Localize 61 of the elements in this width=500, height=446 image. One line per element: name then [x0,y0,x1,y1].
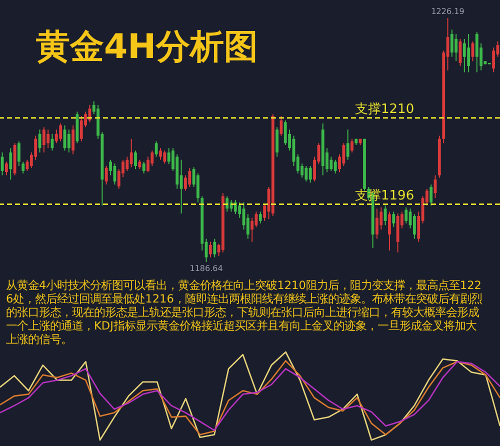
candlestick [412,214,416,240]
candlestick [54,129,58,144]
candlestick [196,172,200,203]
candlestick [350,138,354,153]
candlestick [454,33,458,62]
text: 从黄金4小时技术分析图可以看出，黄金价格在向上突破1210阻力后，阻力变支撑，最高点至1226处，然后经过回调至最低处1216，随即连出两根阳线有继续上涨的迹象。布林带在突破后有剧烈的张口形态，现在的形态是上轨还是张口形态，下轨则在张口后向上进行缩口，有较大概率会形成一个上涨的通道，KDJ指标显示黄金价格接近超买区并且有向上金叉的迹象，一旦形成金叉将加大上涨的信号。 [6,279,482,346]
candlestick [226,196,229,212]
candlestick [258,211,262,224]
candlestick [159,148,162,160]
candlestick [67,129,70,153]
candlestick [392,211,396,228]
candlestick [59,122,62,142]
candlestick [154,140,158,158]
candlestick [462,38,466,73]
candlestick [492,47,496,73]
candlestick [72,124,75,155]
candlestick [308,166,312,184]
candlestick [388,211,391,252]
candlestick [450,29,454,58]
candlestick [167,148,170,165]
candlestick [163,150,166,164]
candlestick [22,161,25,174]
candlestick [150,150,154,167]
candlestick [304,166,308,182]
candlestick [376,208,378,240]
candlestick [342,142,346,167]
candlestick [113,163,116,186]
candlestick [213,238,216,258]
candlestick [334,159,337,174]
candlestick [138,159,142,170]
annotation: 1186.64 [190,264,223,273]
candlestick [188,167,192,188]
candlestick [9,148,12,180]
candlestick [146,156,150,173]
ref-line-label: 支撑1210 [355,102,414,117]
candlestick [380,206,383,230]
candlestick [384,204,387,226]
candlestick [80,116,83,142]
candlestick [180,159,183,214]
candlestick [276,126,279,158]
annotation: 1226.19 [431,7,464,16]
candlestick [475,32,478,73]
candlestick [284,120,287,146]
candlestick [142,161,146,174]
candlestick [42,126,46,153]
candlestick [104,166,108,186]
candlestick [404,206,408,224]
candlestick [134,150,137,170]
candlestick [130,138,133,168]
candlestick [330,156,333,172]
candlestick [250,217,254,242]
candlestick [184,174,187,192]
candlestick [4,161,8,176]
candlestick [208,241,212,258]
candlestick [126,156,129,172]
candlestick [467,33,470,73]
candlestick [46,129,50,149]
candlestick [17,140,20,167]
candlestick [430,184,433,206]
chart-title: 黄金4H分析图 [36,27,258,67]
candlestick [346,129,350,160]
